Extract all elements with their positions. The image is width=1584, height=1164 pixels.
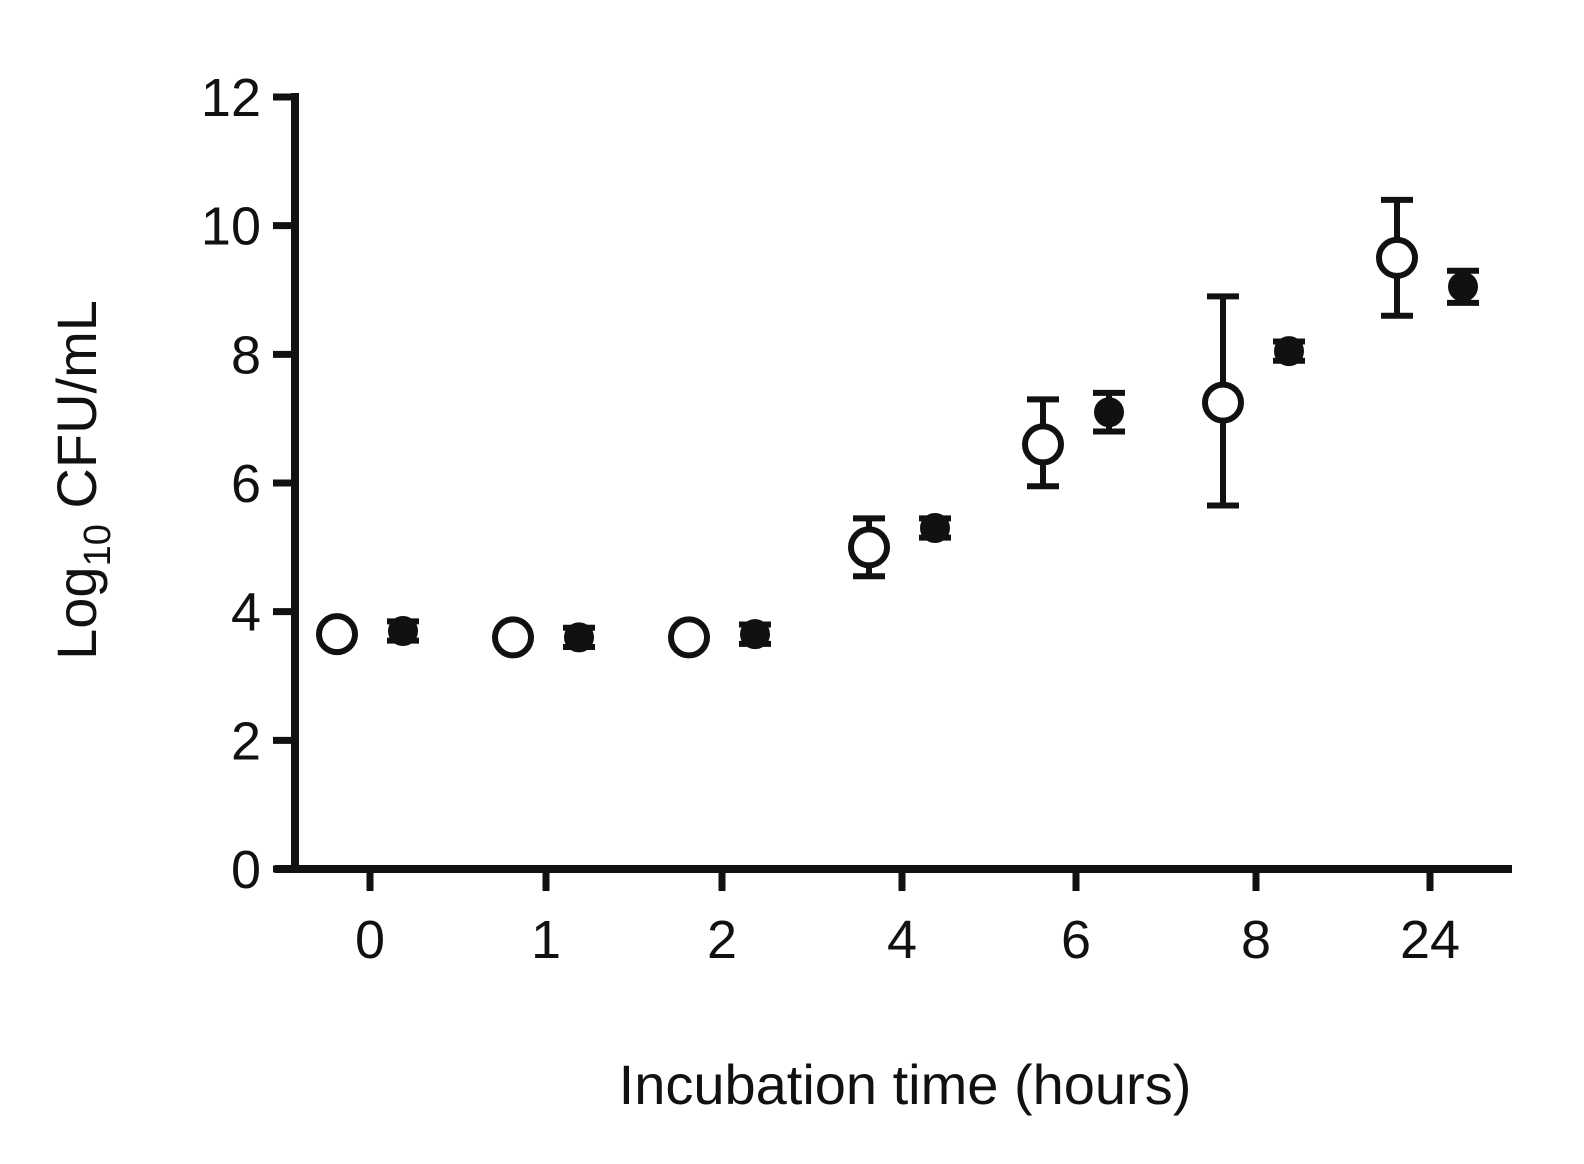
data-point-open — [316, 613, 358, 656]
data-point-filled — [920, 513, 950, 544]
data-point-filled — [740, 619, 770, 650]
series-2 — [387, 267, 1479, 653]
y-tick-label: 12 — [201, 68, 261, 128]
data-point-open — [1376, 236, 1418, 279]
x-tick-label: 0 — [355, 910, 385, 970]
y-axis-title-suffix: CFU/mL — [45, 300, 108, 524]
y-axis-title-subscript: 10 — [77, 524, 119, 566]
x-axis-title: Incubation time (hours) — [619, 1053, 1192, 1116]
data-point-filled — [564, 622, 594, 653]
data-point-open — [848, 526, 890, 569]
data-point-filled — [1448, 271, 1478, 302]
x-tick-label: 4 — [887, 910, 917, 970]
y-tick-label: 4 — [231, 583, 261, 643]
data-point-filled — [1274, 336, 1304, 367]
data-marks — [316, 196, 1479, 659]
y-ticks: 0 2 4 6 8 10 12 — [201, 68, 295, 900]
x-tick-label: 6 — [1061, 910, 1091, 970]
data-point-open — [1202, 381, 1244, 424]
x-tick-label: 8 — [1241, 910, 1271, 970]
series-1 — [316, 196, 1418, 659]
y-axis-title-prefix: Log — [45, 566, 108, 659]
data-point-open — [1022, 423, 1064, 466]
y-tick-label: 8 — [231, 325, 261, 385]
x-tick-label: 1 — [531, 910, 561, 970]
y-tick-label: 2 — [231, 711, 261, 771]
x-tick-label: 2 — [707, 910, 737, 970]
y-tick-label: 10 — [201, 197, 261, 257]
y-tick-label: 6 — [231, 454, 261, 514]
data-point-open — [492, 616, 534, 659]
data-point-filled — [1094, 397, 1124, 428]
y-tick-label: 0 — [231, 840, 261, 900]
data-point-filled — [388, 615, 418, 646]
x-tick-label: 24 — [1400, 910, 1460, 970]
axes — [275, 93, 1512, 873]
x-ticks: 0 1 2 4 6 8 24 — [355, 869, 1460, 970]
data-point-open — [668, 616, 710, 659]
y-axis-title: Log10 CFU/mL — [45, 300, 119, 660]
